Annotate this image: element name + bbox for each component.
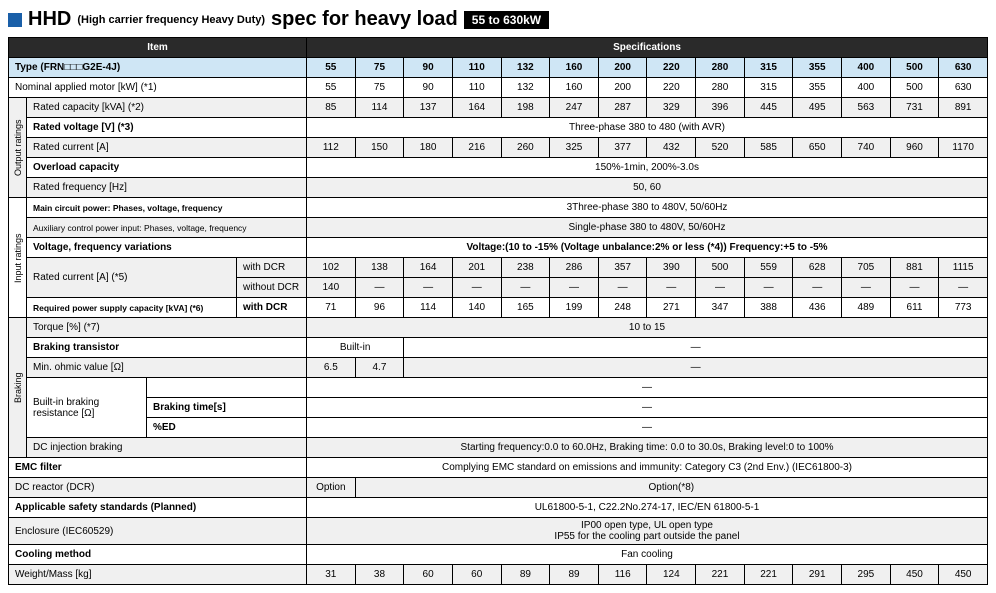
required-cap-sub: with DCR (237, 298, 307, 318)
type-val: 315 (744, 58, 793, 78)
group-braking: Braking (9, 318, 27, 458)
table-row: EMC filter Complying EMC standard on emi… (9, 458, 988, 478)
table-row: Auxiliary control power input: Phases, v… (9, 218, 988, 238)
type-val: 500 (890, 58, 939, 78)
emc-label: EMC filter (9, 458, 307, 478)
table-row: Nominal applied motor [kW] (*1) 55759011… (9, 78, 988, 98)
blue-square-icon (8, 13, 22, 27)
table-row: Voltage, frequency variations Voltage:(1… (9, 238, 988, 258)
nominal-label: Nominal applied motor [kW] (*1) (9, 78, 307, 98)
emc-val: Complying EMC standard on emissions and … (307, 458, 988, 478)
overload-val: 150%-1min, 200%-3.0s (307, 158, 988, 178)
table-row: Enclosure (IEC60529) IP00 open type, UL … (9, 518, 988, 545)
table-row: Rated voltage [V] (*3) Three-phase 380 t… (9, 118, 988, 138)
main-circuit-val: 3Three-phase 380 to 480V, 50/60Hz (307, 198, 988, 218)
table-row: Built-in braking resistance [Ω] — (9, 378, 988, 398)
range-badge: 55 to 630kW (464, 11, 549, 29)
braking-time-label: Braking time[s] (147, 398, 307, 418)
title-row: HHD (High carrier frequency Heavy Duty) … (8, 8, 988, 31)
type-val: 200 (598, 58, 647, 78)
rated-cap-label: Rated capacity [kVA] (*2) (27, 98, 307, 118)
table-row: Required power supply capacity [kVA] (*6… (9, 298, 988, 318)
table-row: Input ratings Main circuit power: Phases… (9, 198, 988, 218)
dc-injection-val: Starting frequency:0.0 to 60.0Hz, Brakin… (307, 438, 988, 458)
hhd-subtitle: (High carrier frequency Heavy Duty) (77, 14, 265, 26)
safety-label: Applicable safety standards (Planned) (9, 498, 307, 518)
table-row: Output ratings Rated capacity [kVA] (*2)… (9, 98, 988, 118)
type-val: 160 (550, 58, 599, 78)
cooling-val: Fan cooling (307, 545, 988, 565)
dc-injection-label: DC injection braking (27, 438, 307, 458)
rated-voltage-val: Three-phase 380 to 480 (with AVR) (307, 118, 988, 138)
without-dcr-label: without DCR (237, 278, 307, 298)
safety-val: UL61800-5-1, C22.2No.274-17, IEC/EN 6180… (307, 498, 988, 518)
table-row: Min. ohmic value [Ω] 6.5 4.7 — (9, 358, 988, 378)
enclosure-val: IP00 open type, UL open typeIP55 for the… (307, 518, 988, 545)
builtin-res-label: Built-in braking resistance [Ω] (27, 378, 147, 438)
torque-label: Torque [%] (*7) (27, 318, 307, 338)
group-output: Output ratings (9, 98, 27, 198)
dcr-option: Option (307, 478, 356, 498)
input-rated-current-label: Rated current [A] (*5) (27, 258, 237, 298)
table-row: %ED — (9, 418, 988, 438)
overload-label: Overload capacity (27, 158, 307, 178)
col-item: Item (9, 38, 307, 58)
table-row: Overload capacity 150%-1min, 200%-3.0s (9, 158, 988, 178)
dcr-option8: Option(*8) (355, 478, 987, 498)
rated-voltage-label: Rated voltage [V] (*3) (27, 118, 307, 138)
type-val: 75 (355, 58, 404, 78)
table-row: Rated frequency [Hz] 50, 60 (9, 178, 988, 198)
rated-freq-label: Rated frequency [Hz] (27, 178, 307, 198)
with-dcr-label: with DCR (237, 258, 307, 278)
type-val: 280 (696, 58, 745, 78)
rated-freq-val: 50, 60 (307, 178, 988, 198)
torque-val: 10 to 15 (307, 318, 988, 338)
table-row: DC injection braking Starting frequency:… (9, 438, 988, 458)
transistor-dash: — (404, 338, 988, 358)
table-row: Applicable safety standards (Planned) UL… (9, 498, 988, 518)
table-row: Weight/Mass [kg] 31386060898911612422122… (9, 565, 988, 585)
table-row: Braking Torque [%] (*7) 10 to 15 (9, 318, 988, 338)
cooling-label: Cooling method (9, 545, 307, 565)
table-row: Braking transistor Built-in — (9, 338, 988, 358)
spec-text: spec for heavy load (271, 8, 458, 31)
table-row: Cooling method Fan cooling (9, 545, 988, 565)
min-ohmic-label: Min. ohmic value [Ω] (27, 358, 307, 378)
type-val: 90 (404, 58, 453, 78)
aux-control-label: Auxiliary control power input: Phases, v… (27, 218, 307, 238)
hhd-title: HHD (28, 8, 71, 31)
main-circuit-label: Main circuit power: Phases, voltage, fre… (27, 198, 307, 218)
type-val: 55 (307, 58, 356, 78)
type-val: 132 (501, 58, 550, 78)
table-row: Rated current [A] (*5) with DCR 10213816… (9, 258, 988, 278)
dcr-label: DC reactor (DCR) (9, 478, 307, 498)
vfv-val: Voltage:(10 to -15% (Voltage unbalance:2… (307, 238, 988, 258)
table-row: DC reactor (DCR) Option Option(*8) (9, 478, 988, 498)
rated-current-label: Rated current [A] (27, 138, 307, 158)
ed-label: %ED (147, 418, 307, 438)
enclosure-label: Enclosure (IEC60529) (9, 518, 307, 545)
type-val: 110 (452, 58, 501, 78)
transistor-builtin: Built-in (307, 338, 404, 358)
table-row: Braking time[s] — (9, 398, 988, 418)
weight-label: Weight/Mass [kg] (9, 565, 307, 585)
group-input: Input ratings (9, 198, 27, 318)
aux-control-val: Single-phase 380 to 480V, 50/60Hz (307, 218, 988, 238)
transistor-label: Braking transistor (27, 338, 307, 358)
vfv-label: Voltage, frequency variations (27, 238, 307, 258)
type-val: 630 (939, 58, 988, 78)
type-val: 400 (842, 58, 891, 78)
required-cap-label: Required power supply capacity [kVA] (*6… (27, 298, 237, 318)
col-specs: Specifications (307, 38, 988, 58)
table-row: Rated current [A] 1121501802162603253774… (9, 138, 988, 158)
type-val: 220 (647, 58, 696, 78)
type-val: 355 (793, 58, 842, 78)
type-label: Type (FRN□□□G2E-4J) (9, 58, 307, 78)
spec-table: Item Specifications Type (FRN□□□G2E-4J) … (8, 37, 988, 585)
